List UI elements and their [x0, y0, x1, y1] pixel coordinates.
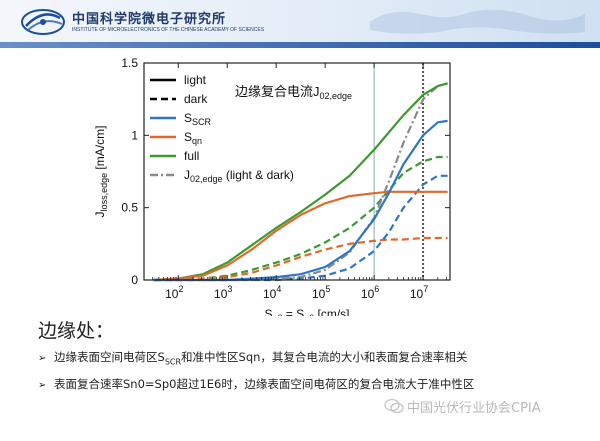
legend-label: J02,edge (light & dark) — [184, 168, 294, 184]
series-line-4 — [153, 82, 448, 282]
header-rule — [0, 42, 600, 48]
institute-name-en: INSTITUTE OF MICROELECTRONICS OF THE CHI… — [72, 27, 265, 33]
legend: light dark SSCR Sqn full J02,edge (light & da… — [150, 73, 294, 184]
x-tick-label: 106 — [361, 284, 379, 301]
arrow-bullet-icon: ➢ — [38, 380, 47, 391]
legend-label: Sqn — [184, 130, 202, 146]
y-tick-label: 0 — [131, 273, 138, 287]
x-tick-label: 105 — [312, 284, 330, 301]
institute-name-cn: 中国科学院微电子研究所 — [72, 12, 227, 27]
x-tick-label: 103 — [214, 284, 232, 301]
legend-label: full — [184, 149, 199, 163]
plot-frame — [143, 62, 451, 281]
bullet-text: 和准中性区Sqn，其复合电流的大小和表面复合速率相关 — [181, 350, 468, 364]
wechat-watermark-icon — [384, 398, 404, 414]
section-title: 边缘处： — [38, 320, 115, 342]
series-line-1 — [153, 82, 448, 282]
x-tick-label: 102 — [165, 284, 183, 301]
x-axis-label: Sn0 = Sp0 [cm/s] — [264, 307, 349, 316]
legend-label: light — [184, 73, 207, 87]
slide-header — [0, 0, 600, 42]
y-tick-label: 1.5 — [121, 56, 138, 70]
institute-logo-icon — [21, 9, 65, 35]
bullet-item-2: ➢ 表面复合速率Sn0=Sp0超过1E6时，边缘表面空间电荷区的复合电流大于准中性… — [38, 376, 474, 392]
recombination-chart: 102 103 104 105 106 107 0 0.5 1 1.5 Sn0 = Sp0 [cm/… — [93, 56, 451, 316]
bullet-subscript: SCR — [164, 357, 182, 367]
axes: 102 103 104 105 106 107 0 0.5 1 1.5 Sn0 = Sp0 [cm/… — [93, 56, 451, 316]
x-tick-label: 107 — [410, 284, 428, 301]
bullet-text: 表面复合速率Sn0=Sp0超过1E6时，边缘表面空间电荷区的复合电流大于准中性区 — [54, 377, 475, 391]
bullet-item-1: ➢ 边缘表面空间电荷区SSCR和准中性区Sqn，其复合电流的大小和表面复合速率相关 — [38, 349, 467, 366]
chart-annotation: 边缘复合电流J02,edge — [235, 84, 352, 101]
legend-label: dark — [184, 92, 208, 106]
arrow-bullet-icon: ➢ — [38, 353, 47, 364]
series-line-6 — [153, 236, 448, 282]
y-axis-label: Jloss,edge [mA/cm] — [93, 126, 109, 218]
series-line-2 — [153, 190, 448, 282]
world-map-decoration — [370, 9, 585, 34]
y-tick-label: 1 — [131, 128, 138, 142]
x-tick-label: 104 — [263, 284, 281, 301]
watermark-text: 中国光伏行业协会CPIA — [407, 401, 541, 416]
bullet-text: 边缘表面空间电荷区S — [54, 350, 165, 364]
legend-label: SSCR — [184, 111, 212, 127]
y-tick-label: 0.5 — [121, 201, 138, 215]
